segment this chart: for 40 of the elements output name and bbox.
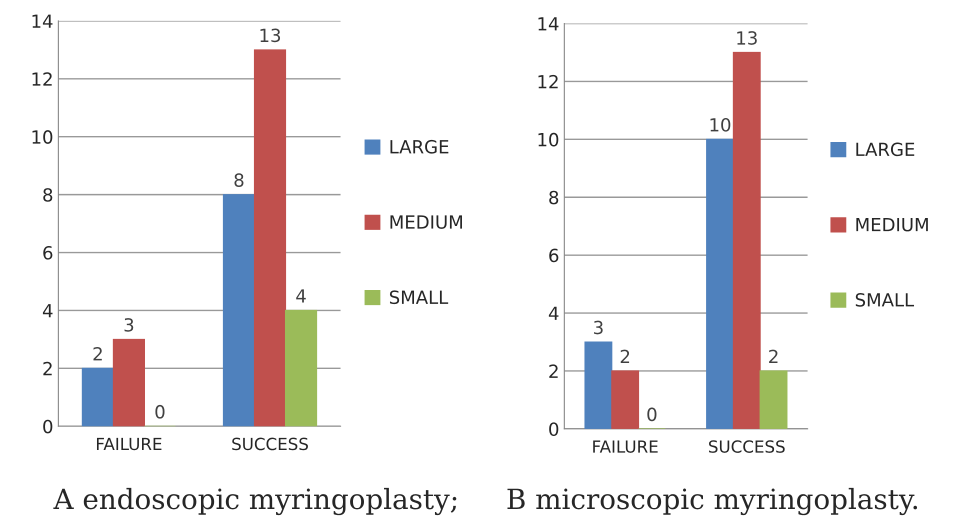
y-tick-label: 8 bbox=[549, 190, 558, 204]
text: A endoscopic myringoplasty; bbox=[53, 488, 456, 516]
data-label: 10 bbox=[710, 118, 730, 132]
y-tick-label: 14 bbox=[538, 17, 558, 30]
y-tick-label: 0 bbox=[549, 422, 558, 436]
y-tick-label: 12 bbox=[538, 74, 558, 88]
y-tick-label: 12 bbox=[32, 72, 52, 86]
data-label: 2 bbox=[93, 347, 102, 360]
data-label: 8 bbox=[234, 173, 244, 187]
legend-label: MEDIUM bbox=[856, 218, 928, 232]
text: B microscopic myringoplasty. bbox=[507, 488, 918, 516]
legend-label: SMALL bbox=[390, 290, 448, 304]
y-tick-label: 8 bbox=[43, 188, 52, 202]
data-label: 0 bbox=[647, 408, 656, 422]
y-tick-label: 14 bbox=[32, 14, 53, 28]
y-tick-label: 4 bbox=[42, 304, 53, 318]
y-tick-label: 10 bbox=[32, 130, 52, 144]
y-tick-label: 0 bbox=[43, 420, 52, 434]
x-tick-label: FAILURE bbox=[593, 440, 658, 453]
y-tick-label: 10 bbox=[538, 132, 558, 146]
y-tick-label: 2 bbox=[43, 362, 52, 376]
data-label: 3 bbox=[124, 318, 134, 332]
data-label: 0 bbox=[155, 404, 165, 419]
y-tick-label: 2 bbox=[549, 364, 558, 378]
data-label: 2 bbox=[769, 350, 778, 364]
data-label: 2 bbox=[620, 350, 630, 364]
x-tick-label: FAILURE bbox=[96, 438, 162, 450]
data-label: 13 bbox=[737, 31, 757, 45]
legend-label: LARGE bbox=[390, 140, 448, 154]
y-tick-label: 4 bbox=[548, 306, 558, 320]
y-tick-label: 6 bbox=[43, 246, 52, 260]
legend-label: LARGE bbox=[856, 142, 914, 156]
legend-label: MEDIUM bbox=[390, 215, 462, 229]
data-label: 3 bbox=[594, 320, 603, 334]
y-tick-label: 6 bbox=[549, 248, 558, 262]
data-label: 13 bbox=[260, 28, 280, 42]
x-tick-label: SUCCESS bbox=[709, 440, 785, 453]
data-label: 4 bbox=[296, 289, 306, 303]
x-tick-label: SUCCESS bbox=[232, 438, 308, 450]
legend-label: SMALL bbox=[856, 293, 914, 307]
